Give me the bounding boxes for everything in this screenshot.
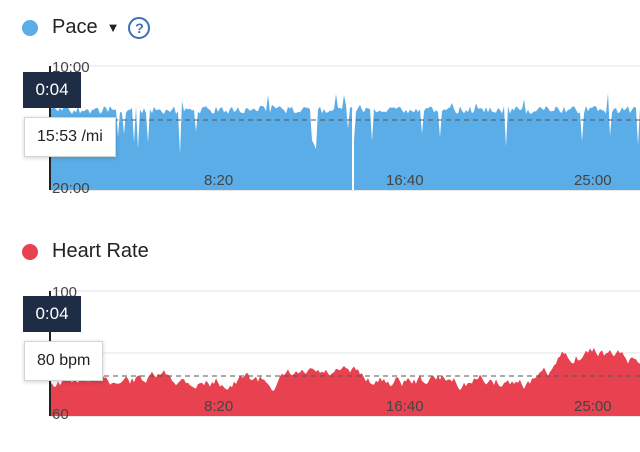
question-circle-icon[interactable]: ? — [128, 16, 151, 39]
pace-x-tick-3: 25:00 — [574, 172, 612, 189]
hr-x-tick-3: 25:00 — [574, 398, 612, 415]
heart-rate-chart[interactable]: 100 80 60 8:20 16:40 25:00 0:04 80 bpm — [0, 285, 640, 425]
hr-x-tick-2: 16:40 — [386, 398, 424, 415]
pace-chart[interactable]: 10:00 20:00 8:20 16:40 25:00 0:04 15:53 … — [0, 60, 640, 200]
heart-rate-area — [50, 347, 640, 416]
hr-x-tick-1: 8:20 — [204, 398, 233, 415]
pace-title: Pace — [52, 16, 98, 38]
heart-rate-title: Heart Rate — [52, 240, 149, 262]
pace-area — [50, 92, 640, 190]
pace-x-tick-2: 16:40 — [386, 172, 424, 189]
heart-rate-legend-dot — [22, 243, 38, 260]
pace-y-tick-bottom: 20:00 — [52, 180, 90, 197]
pace-tooltip: 15:53 /mi — [24, 117, 116, 157]
pace-header: Pace ▼ ? — [22, 16, 151, 39]
pace-legend-dot — [22, 19, 38, 36]
caret-down-icon[interactable]: ▼ — [106, 20, 120, 35]
pace-cursor-time: 0:04 — [23, 72, 81, 108]
heart-rate-header: Heart Rate — [22, 240, 149, 263]
hr-y-tick-60: 60 — [52, 406, 69, 423]
hr-tooltip: 80 bpm — [24, 341, 104, 381]
hr-cursor-time: 0:04 — [23, 296, 81, 332]
pace-x-tick-1: 8:20 — [204, 172, 233, 189]
